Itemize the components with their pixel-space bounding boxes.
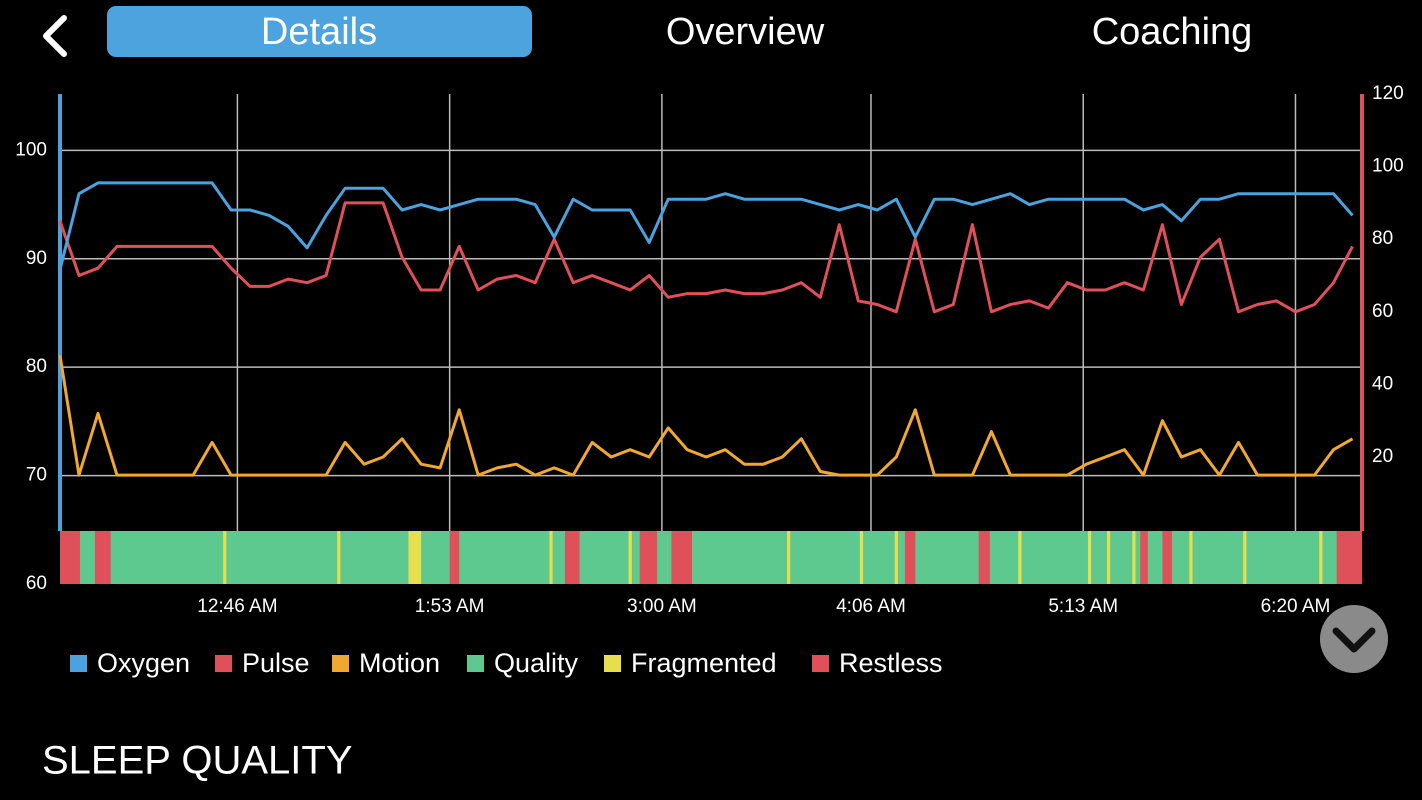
y-tick-label: 60 (26, 573, 47, 594)
legend-swatch (604, 655, 621, 672)
band-segment (1243, 531, 1247, 584)
series-line (58, 355, 1354, 477)
legend-label: Motion (359, 648, 440, 678)
band-segment (894, 531, 898, 584)
legend-swatch (215, 655, 232, 672)
legend-label: Pulse (242, 648, 310, 678)
y2-tick-label: 40 (1372, 373, 1393, 394)
band-segment (1106, 531, 1111, 584)
legend-swatch (332, 655, 349, 672)
x-tick-label: 12:46 AM (197, 596, 277, 617)
band-segment (978, 531, 990, 584)
band-segment (1189, 531, 1193, 584)
band-segment (628, 531, 632, 584)
selected-tab[interactable] (107, 6, 532, 57)
band-segment (787, 531, 791, 584)
band-segment (904, 531, 916, 584)
band-segment (1336, 531, 1362, 584)
y2-tick-label: 120 (1372, 83, 1404, 104)
series-line (58, 181, 1354, 270)
band-segment (1162, 531, 1172, 584)
legend-swatch (812, 655, 829, 672)
band-segment (1087, 531, 1092, 584)
band-segment (564, 531, 580, 584)
y2-tick-label: 80 (1372, 228, 1393, 249)
x-tick-label: 5:13 AM (1048, 596, 1118, 617)
chart: 60 70 80 90 100 20 40 60 80 100 120 12:46 AM 1:53 AM… (15, 83, 1403, 678)
y2-tick-label: 100 (1372, 156, 1404, 177)
series-line (58, 201, 1354, 314)
scroll-down-button[interactable] (1320, 605, 1388, 673)
legend-label: Oxygen (97, 648, 190, 678)
legend-label: Fragmented (631, 648, 777, 678)
band-segment (408, 531, 422, 584)
band-segment (549, 531, 553, 584)
tab[interactable]: Details (261, 11, 377, 53)
band-segment (1140, 531, 1148, 584)
tab[interactable]: Overview (666, 11, 825, 53)
x-tick-label: 6:20 AM (1261, 596, 1331, 617)
band-segment (60, 531, 80, 584)
band-segment (1018, 531, 1022, 584)
legend-label: Quality (494, 648, 579, 678)
x-tick-label: 4:06 AM (836, 596, 906, 617)
x-tick-label: 1:53 AM (415, 596, 485, 617)
band-segment (223, 531, 227, 584)
band-segment (859, 531, 864, 584)
y-tick-label: 100 (15, 139, 47, 160)
section-title: SLEEP QUALITY (42, 739, 353, 783)
y2-tick-label: 20 (1372, 446, 1393, 467)
band-segment (639, 531, 658, 584)
band-segment (94, 531, 111, 584)
y2-tick-label: 60 (1372, 301, 1393, 322)
x-tick-label: 3:00 AM (627, 596, 697, 617)
band-segment (671, 531, 692, 584)
back-button[interactable] (43, 15, 67, 57)
band-segment (1132, 531, 1136, 584)
legend-label: Restless (839, 648, 943, 678)
y-tick-label: 90 (26, 248, 47, 269)
y-tick-label: 70 (26, 465, 47, 486)
band-segment (449, 531, 460, 584)
band-segment (1319, 531, 1323, 584)
legend-swatch (467, 655, 484, 672)
y-tick-label: 80 (26, 356, 47, 377)
band-segment (337, 531, 341, 584)
chevron-icon (1332, 627, 1376, 653)
legend-swatch (70, 655, 87, 672)
tab[interactable]: Coaching (1092, 11, 1253, 53)
